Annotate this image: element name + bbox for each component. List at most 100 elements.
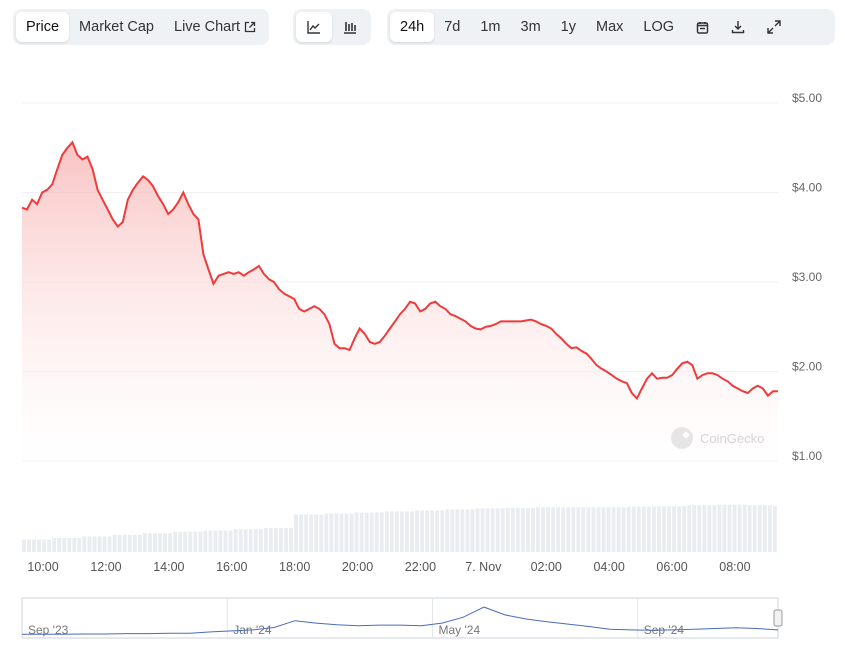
fullscreen-button[interactable]: [756, 12, 792, 42]
download-icon: [731, 21, 745, 34]
volume-bar: [682, 506, 687, 552]
x-tick-label: 7. Nov: [465, 560, 502, 574]
volume-bar: [757, 505, 762, 552]
y-tick-label: $3.00: [792, 270, 822, 284]
volume-bar: [621, 507, 626, 552]
volume-bar: [384, 511, 389, 552]
volume-bar: [596, 507, 601, 552]
volume-bar: [389, 511, 394, 552]
volume-bar: [566, 507, 571, 552]
tab-24h[interactable]: 24h: [390, 12, 435, 42]
x-tick-label: 12:00: [90, 560, 121, 574]
volume-bar: [626, 506, 631, 552]
volume-bar: [641, 506, 646, 552]
volume-bar: [228, 530, 233, 552]
y-tick-label: $2.00: [792, 360, 822, 374]
volume-bar: [22, 539, 26, 552]
volume-bar: [77, 537, 82, 552]
volume-bar: [581, 507, 586, 552]
volume-bar: [299, 514, 304, 552]
volume-bar: [662, 506, 666, 552]
tab-market-cap[interactable]: Market Cap: [79, 19, 154, 35]
volume-bar: [107, 536, 112, 552]
volume-bar: [349, 513, 354, 552]
volume-bar: [526, 507, 530, 552]
volume-bar: [707, 505, 712, 552]
calendar-icon: [696, 21, 708, 34]
volume-bar: [541, 507, 545, 552]
volume-bar: [520, 507, 525, 552]
volume-bar: [142, 533, 147, 552]
volume-bar: [515, 507, 520, 552]
volume-bar: [112, 534, 117, 552]
volume-bar: [400, 511, 404, 552]
volume-bar: [672, 506, 676, 552]
x-tick-label: 10:00: [27, 560, 58, 574]
volume-bar: [339, 513, 344, 552]
tab-live-chart[interactable]: Live Chart: [164, 12, 266, 42]
volume-bar: [122, 534, 127, 552]
volume-bar: [304, 514, 309, 552]
volume-bar: [218, 530, 223, 552]
volume-bar: [652, 506, 656, 552]
navigator[interactable]: Sep '23 Jan '24 May '24 Sep '24: [21, 597, 783, 639]
volume-bar: [279, 528, 283, 552]
volume-bar: [67, 537, 72, 552]
volume-bar: [460, 509, 465, 552]
tab-max[interactable]: Max: [595, 19, 624, 35]
volume-bar: [309, 514, 314, 552]
volume-bar: [394, 511, 399, 552]
volume-bar: [536, 507, 540, 552]
volume-bar: [571, 507, 576, 552]
volume-bar: [490, 508, 495, 552]
volume-bar: [183, 531, 188, 552]
tab-3m[interactable]: 3m: [520, 19, 541, 35]
volume-bar: [319, 514, 324, 552]
volume-bar: [132, 534, 137, 552]
volume-bar: [702, 505, 707, 552]
volume-bar: [727, 504, 732, 552]
volume-bar: [289, 528, 293, 552]
volume-bar: [173, 531, 178, 552]
volume-bar: [329, 513, 334, 552]
volume-bar: [475, 508, 480, 552]
volume-bar: [284, 528, 288, 552]
volume-bar: [747, 505, 752, 552]
volume-bar: [531, 507, 535, 552]
volume-bar: [697, 505, 702, 552]
tab-1y[interactable]: 1y: [560, 19, 576, 35]
volume-bar: [420, 510, 424, 552]
volume-bar: [274, 528, 278, 552]
volume-bar: [359, 512, 364, 552]
volume-bar: [752, 505, 757, 552]
tab-7d[interactable]: 7d: [444, 19, 461, 35]
line-chart-button[interactable]: [296, 12, 332, 42]
volume-bar: [344, 513, 349, 552]
x-tick-label: 22:00: [405, 560, 436, 574]
volume-bar: [546, 507, 550, 552]
volume-bar: [767, 505, 772, 552]
volume-bar: [102, 536, 107, 552]
candlestick-chart-button[interactable]: [332, 12, 368, 42]
volume-bar: [510, 507, 515, 552]
volume-bar: [455, 509, 460, 552]
navigator-tick-label: May '24: [439, 623, 481, 637]
x-tick-label: 04:00: [593, 560, 624, 574]
x-tick-label: 16:00: [216, 560, 247, 574]
volume-bar: [616, 507, 621, 552]
volume-bar: [717, 504, 722, 552]
volume-bar: [324, 513, 329, 552]
navigator-handle[interactable]: [773, 609, 783, 627]
volume-bar: [117, 534, 122, 552]
download-button[interactable]: [720, 12, 756, 42]
x-tick-label: 18:00: [279, 560, 310, 574]
volume-bar: [82, 536, 87, 552]
tab-1m[interactable]: 1m: [480, 19, 501, 35]
volume-bar: [465, 509, 470, 552]
calendar-button[interactable]: [684, 12, 720, 42]
tab-price[interactable]: Price: [16, 12, 70, 42]
volume-bar: [243, 529, 248, 552]
tab-log[interactable]: LOG: [643, 19, 675, 35]
y-tick-label: $4.00: [792, 181, 822, 195]
